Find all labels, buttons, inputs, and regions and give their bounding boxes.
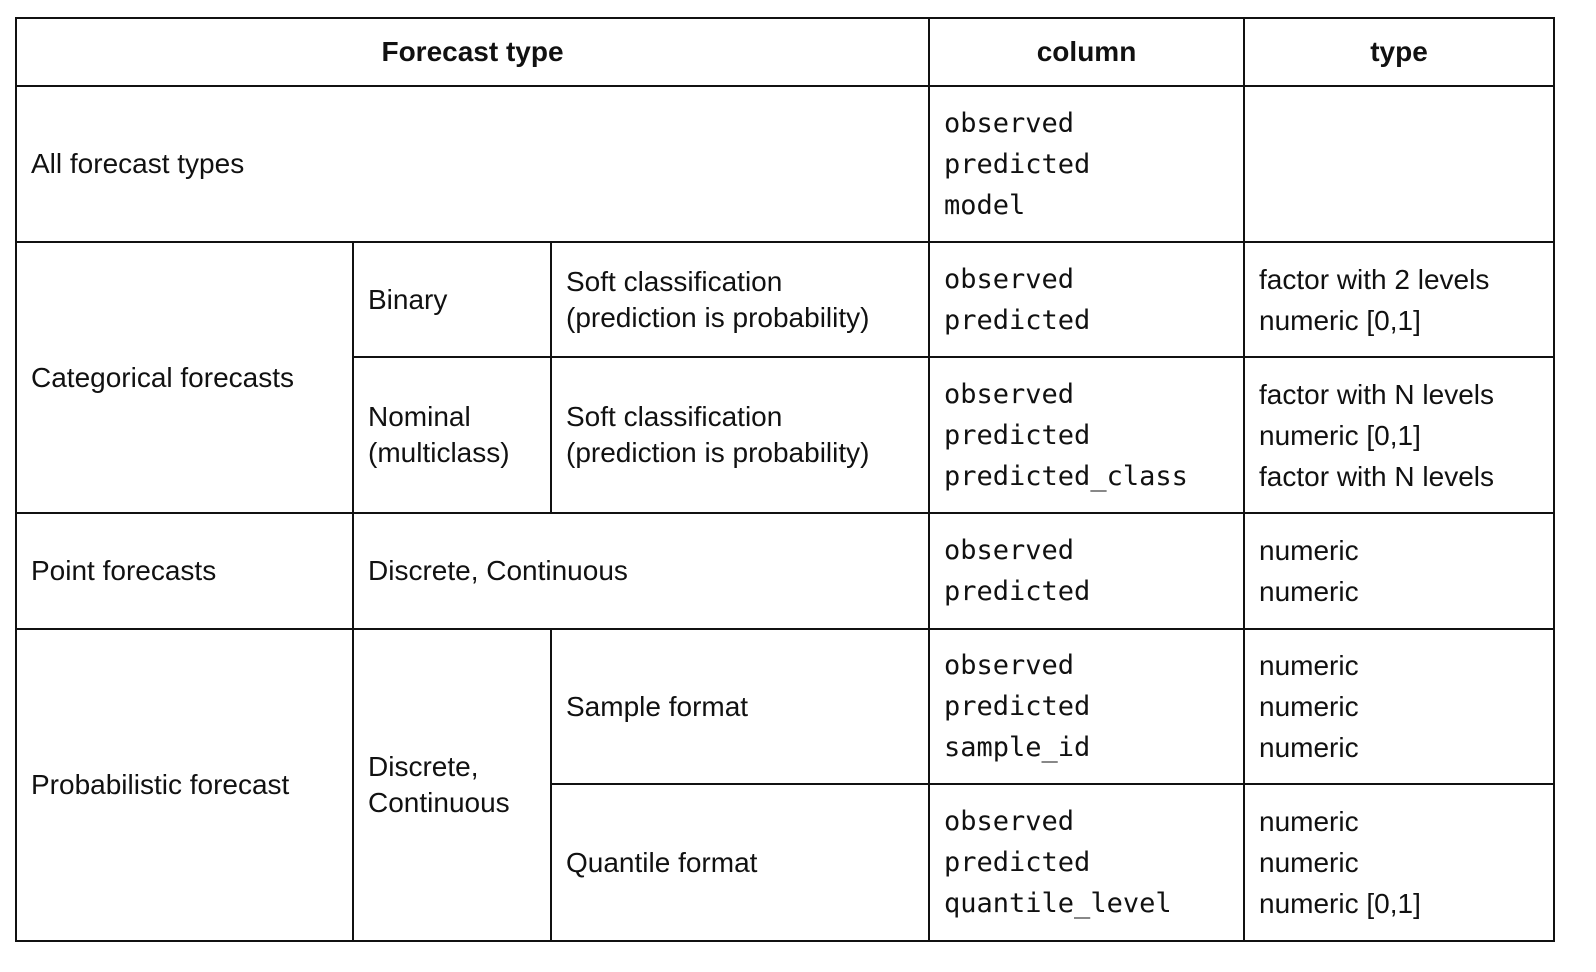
cell-all-label: All forecast types	[14, 85, 931, 243]
cell-probabilistic-label: Probabilistic forecast	[15, 628, 354, 942]
cell-nominal-types: factor with N levels numeric [0,1] facto…	[1243, 356, 1556, 514]
cell-all-columns: observed predicted model	[928, 85, 1246, 243]
table-row: All forecast types observed predicted mo…	[14, 85, 1556, 243]
cell-binary-columns: observed predicted	[928, 241, 1246, 358]
cell-quantile-types: numeric numeric numeric [0,1]	[1243, 783, 1556, 942]
header-column: column	[928, 17, 1246, 87]
table-row: Categorical forecasts Binary Soft classi…	[15, 241, 1556, 514]
cell-binary-label: Binary	[352, 241, 552, 358]
cell-nominal-label: Nominal (multiclass)	[352, 356, 552, 514]
header-type: type	[1243, 17, 1556, 87]
cell-point-label: Point forecasts	[15, 512, 354, 630]
table-row: Probabilistic forecast Discrete, Continu…	[15, 628, 1556, 942]
cell-point-columns: observed predicted	[928, 512, 1246, 630]
cell-sample-columns: observed predicted sample_id	[928, 628, 1246, 785]
cell-point-types: numeric numeric	[1243, 512, 1556, 630]
cell-sample-types: numeric numeric numeric	[1243, 628, 1556, 785]
table-row: Nominal (multiclass) Soft classification…	[16, 356, 1556, 514]
cell-point-sub: Discrete, Continuous	[351, 512, 931, 630]
forecast-type-table: Forecast type column type All forecast t…	[14, 17, 1556, 942]
cell-all-types	[1243, 85, 1556, 243]
cell-categorical-label: Categorical forecasts	[15, 241, 354, 514]
table-row: Point forecasts Discrete, Continuous obs…	[15, 512, 1556, 630]
cell-binary-sub: Soft classification (prediction is proba…	[549, 241, 931, 358]
cell-probabilistic-sub: Discrete, Continuous	[352, 628, 552, 942]
cell-quantile-label: Quantile format	[549, 783, 931, 942]
header-forecast-type: Forecast type	[14, 17, 931, 87]
header-row: Forecast type column type	[14, 17, 1556, 87]
cell-quantile-columns: observed predicted quantile_level	[928, 783, 1246, 942]
cell-nominal-columns: observed predicted predicted_class	[928, 356, 1246, 514]
cell-binary-types: factor with 2 levels numeric [0,1]	[1243, 241, 1556, 358]
table-row: Quantile format observed predicted quant…	[16, 783, 1556, 942]
cell-nominal-sub: Soft classification (prediction is proba…	[549, 356, 931, 514]
cell-sample-label: Sample format	[549, 628, 931, 785]
